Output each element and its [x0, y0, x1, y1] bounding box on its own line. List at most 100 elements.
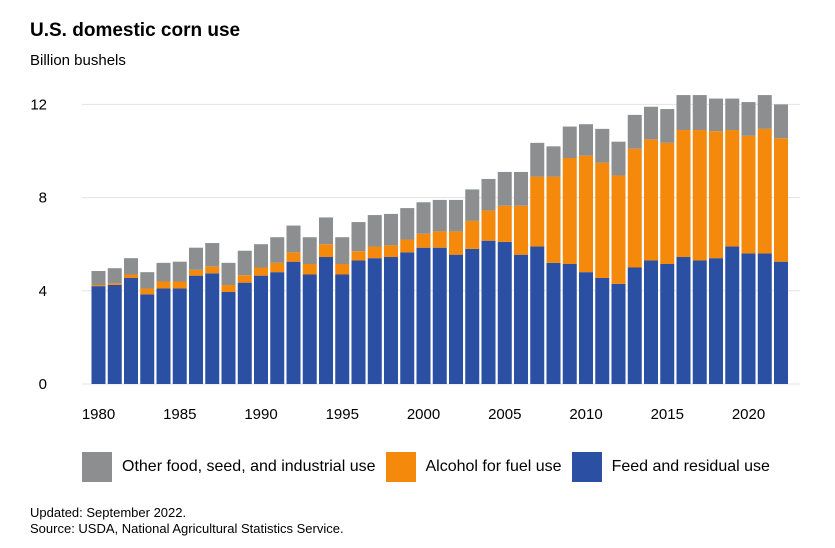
bar-1992-series-0 [286, 261, 301, 384]
bar-2010-series-2 [579, 124, 593, 156]
bar-2016-series-2 [676, 95, 691, 131]
y-tick-label: 4 [39, 283, 47, 300]
bar-2020-series-1 [741, 135, 756, 254]
bar-2006-series-0 [514, 254, 528, 384]
bar-1987-series-1 [205, 266, 220, 274]
legend-label-alcohol: Alcohol for fuel use [425, 458, 562, 475]
x-tick-label: 1985 [163, 406, 196, 423]
bar-1980-series-0 [91, 286, 106, 384]
bar-1984-series-1 [156, 281, 171, 289]
bar-1987-series-2 [205, 243, 220, 267]
legend-swatch-feed [571, 452, 602, 482]
bar-2017-series-2 [692, 95, 707, 131]
bar-1987-series-0 [205, 273, 220, 384]
bar-1998-series-2 [384, 213, 398, 246]
bar-1985-series-1 [172, 281, 187, 289]
bar-2014-series-0 [644, 260, 658, 384]
bar-1985-series-0 [172, 288, 187, 384]
bar-2001-series-2 [432, 199, 447, 232]
x-tick-label: 2015 [651, 406, 684, 423]
bar-2008-series-1 [546, 176, 561, 263]
y-axis-ticks: 0 4 8 12 [30, 96, 47, 393]
bar-1991-series-0 [270, 272, 285, 384]
bar-1988-series-2 [221, 262, 236, 285]
bar-2018-series-2 [709, 98, 723, 132]
bar-2008-series-0 [546, 262, 561, 384]
bar-1995-series-0 [335, 274, 350, 384]
bar-1980-series-2 [91, 270, 106, 285]
bar-1988-series-1 [221, 284, 236, 292]
bar-2011-series-0 [595, 277, 610, 384]
bar-2006-series-1 [514, 205, 528, 255]
bar-2014-series-2 [644, 106, 658, 140]
bar-2022-series-0 [774, 261, 788, 384]
x-axis-ticks: 1980 1985 1990 1995 2000 2005 2010 2015 2020 [82, 406, 765, 423]
bar-1998-series-1 [384, 245, 398, 258]
bar-2012-series-1 [611, 175, 626, 284]
bar-2007-series-0 [530, 246, 545, 384]
bar-2004-series-0 [481, 240, 496, 384]
bar-1982-series-1 [124, 274, 138, 278]
bar-2001-series-1 [432, 231, 447, 248]
bar-1986-series-0 [189, 275, 203, 384]
bar-1999-series-1 [400, 239, 415, 253]
bar-2021-series-2 [757, 95, 772, 129]
bar-1993-series-1 [302, 264, 317, 275]
bar-2022-series-2 [774, 104, 788, 139]
bar-1982-series-2 [124, 258, 138, 275]
bar-2013-series-1 [627, 148, 642, 268]
x-tick-label: 2020 [732, 406, 765, 423]
bar-1986-series-2 [189, 247, 203, 270]
chart-title: U.S. domestic corn use [30, 20, 241, 41]
bar-2015-series-1 [660, 142, 675, 265]
footer-source: Source: USDA, National Agricultural Stat… [30, 521, 344, 536]
bar-1991-series-2 [270, 237, 285, 263]
bar-2016-series-0 [676, 257, 691, 384]
bar-2021-series-0 [757, 253, 772, 384]
bar-1985-series-2 [172, 261, 187, 282]
legend-label-other: Other food, seed, and industrial use [122, 458, 376, 475]
bar-2004-series-2 [481, 178, 496, 211]
x-tick-label: 1980 [82, 406, 115, 423]
legend-item-alcohol: Alcohol for fuel use [385, 452, 562, 482]
bar-2005-series-1 [497, 205, 512, 242]
bars [91, 95, 788, 384]
bar-2013-series-0 [627, 267, 642, 384]
bar-1992-series-2 [286, 225, 301, 253]
bar-1986-series-1 [189, 269, 203, 276]
bar-2018-series-1 [709, 131, 723, 259]
bar-2020-series-2 [741, 102, 756, 136]
bar-2019-series-0 [725, 246, 740, 384]
bar-1993-series-2 [302, 237, 317, 265]
bar-1996-series-2 [351, 222, 366, 252]
stacked-bar-chart: 0 4 8 12 1980 1985 1990 1995 2000 2005 2010 2015 20… [30, 95, 800, 423]
bar-2012-series-2 [611, 141, 626, 176]
bar-1997-series-0 [367, 258, 382, 384]
bar-2003-series-2 [465, 189, 480, 221]
bar-1982-series-0 [124, 277, 138, 384]
x-tick-label: 2000 [407, 406, 440, 423]
x-tick-label: 1995 [326, 406, 359, 423]
bar-2022-series-1 [774, 138, 788, 262]
bar-1990-series-1 [254, 267, 268, 276]
bar-1997-series-2 [367, 215, 382, 247]
bar-1999-series-2 [400, 208, 415, 240]
chart-subtitle: Billion bushels [30, 52, 126, 69]
bar-2009-series-1 [562, 157, 577, 265]
footer-updated: Updated: September 2022. [30, 505, 187, 520]
bar-2003-series-1 [465, 220, 480, 249]
legend-label-feed: Feed and residual use [611, 458, 770, 475]
bar-1983-series-2 [140, 272, 155, 289]
bar-1992-series-1 [286, 252, 301, 262]
legend-swatch-other [82, 452, 112, 482]
bar-1996-series-0 [351, 260, 366, 384]
legend-item-feed: Feed and residual use [571, 452, 770, 482]
bar-2017-series-1 [692, 130, 707, 261]
bar-2019-series-2 [725, 98, 740, 131]
bar-2015-series-2 [660, 109, 675, 143]
bar-2005-series-2 [497, 171, 512, 206]
bar-2004-series-1 [481, 210, 496, 241]
bar-2019-series-1 [725, 130, 740, 247]
legend-item-other: Other food, seed, and industrial use [82, 452, 376, 482]
bar-2018-series-0 [709, 258, 723, 384]
